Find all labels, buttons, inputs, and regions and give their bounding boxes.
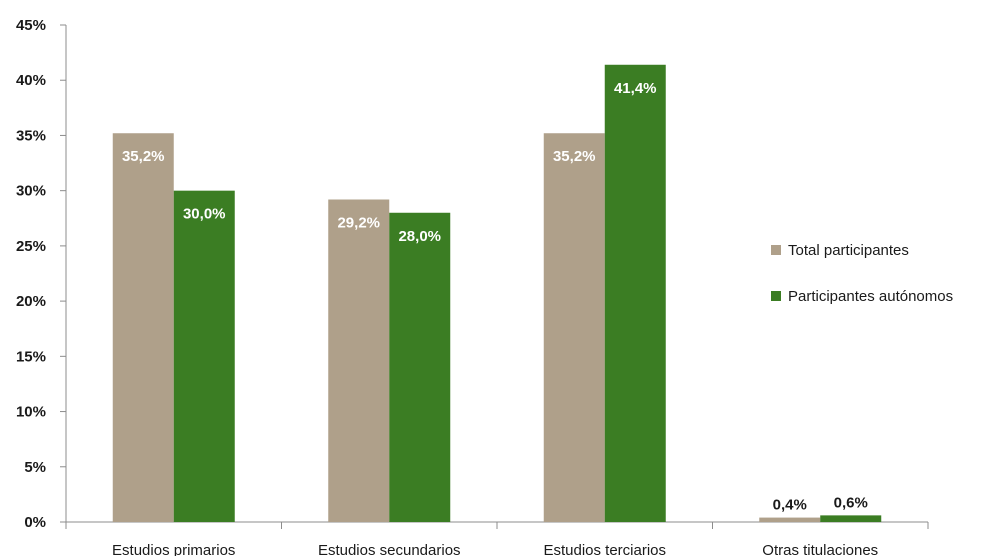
x-category-label: Estudios secundarios — [318, 542, 461, 556]
legend-label: Total participantes — [788, 242, 909, 259]
legend: Total participantes Participantes autónom… — [771, 242, 953, 305]
legend-swatch — [771, 245, 781, 255]
y-tick-label: 30% — [16, 183, 46, 200]
bar — [389, 212, 451, 522]
data-label: 28,0% — [398, 228, 441, 245]
bar — [543, 133, 605, 523]
y-tick-label: 15% — [16, 348, 46, 365]
data-label: 41,4% — [614, 80, 657, 97]
y-tick-label: 10% — [16, 404, 46, 421]
bar — [112, 133, 174, 523]
y-tick-label: 35% — [16, 127, 46, 144]
data-label: 0,6% — [834, 494, 868, 511]
axes-layer: 0% 5% 10% 15% 20% 25% 30% 35% 40% 45% Estudios pri… — [16, 17, 929, 556]
bar — [328, 199, 390, 522]
data-label: 35,2% — [122, 148, 165, 165]
y-tick-label: 45% — [16, 17, 46, 34]
bars-layer — [112, 64, 882, 523]
y-tick-label: 40% — [16, 72, 46, 89]
data-label: 35,2% — [553, 148, 596, 165]
legend-swatch — [771, 291, 781, 301]
data-labels-layer: 35,2% 30,0% 29,2% 28,0% 35,2% 41,4% 0,4% 0,6% — [122, 80, 868, 514]
x-category-label: Estudios terciarios — [543, 542, 666, 556]
data-label: 0,4% — [773, 497, 807, 514]
bar — [820, 515, 882, 522]
x-category-label: Otras titulaciones — [762, 542, 878, 556]
bar — [173, 190, 235, 522]
y-tick-label: 20% — [16, 293, 46, 310]
bar — [604, 64, 666, 522]
data-label: 29,2% — [337, 215, 380, 232]
x-category-label: Estudios primarios — [112, 542, 235, 556]
y-tick-label: 25% — [16, 238, 46, 255]
y-tick-label: 5% — [24, 459, 46, 476]
bar — [759, 517, 821, 522]
y-tick-label: 0% — [24, 514, 46, 531]
data-label: 30,0% — [183, 206, 226, 223]
legend-label: Participantes autónomos — [788, 288, 953, 305]
